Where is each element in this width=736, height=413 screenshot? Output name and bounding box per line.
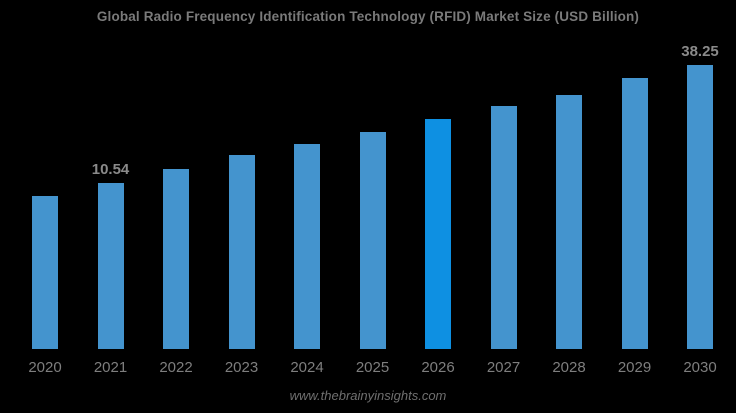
bar-column-2020: 2020: [28, 196, 62, 375]
x-tick-label-2020: 2020: [28, 359, 62, 376]
bar-2022: [163, 169, 189, 349]
bar-column-2023: 2023: [225, 155, 258, 375]
bar-2028: [556, 95, 582, 349]
x-tick-label-2023: 2023: [224, 359, 259, 376]
bar-2020: [32, 196, 58, 349]
bar-column-2021: 10.54 2021: [92, 161, 130, 375]
bar-column-2030: 38.25 2030: [681, 43, 719, 375]
x-tick-label-2027: 2027: [486, 359, 521, 376]
bar-column-2029: 2029: [618, 78, 651, 375]
bar-column-2027: 2027: [487, 106, 520, 375]
bar-column-2025: 2025: [356, 132, 389, 375]
x-tick-label-2022: 2022: [159, 359, 193, 376]
bar-column-2028: 2028: [552, 95, 586, 375]
bar-2029: [621, 78, 648, 349]
bar-2023: [228, 155, 255, 349]
x-tick-label-2030: 2030: [683, 359, 717, 376]
bar-2026: [425, 119, 451, 349]
bar-column-2024: 2024: [290, 144, 324, 375]
bar-2027: [490, 106, 517, 349]
bar-column-2022: 2022: [159, 169, 193, 375]
x-tick-label-2026: 2026: [421, 359, 455, 376]
bar-2021: [97, 183, 124, 349]
bars: 2020 10.54 2021 2022 2023 2024 2025 2026 2027 202…: [28, 43, 719, 375]
bar-column-2026: 2026: [421, 119, 455, 375]
chart-title: Global Radio Frequency Identification Te…: [96, 9, 640, 24]
x-tick-label-2028: 2028: [552, 359, 586, 376]
value-label-2021: 10.54: [91, 161, 130, 178]
x-tick-label-2021: 2021: [93, 359, 128, 376]
footer-url: www.thebrainyinsights.com: [289, 388, 447, 403]
value-label-2030: 38.25: [681, 43, 719, 60]
bar-2025: [359, 132, 386, 349]
x-tick-label-2025: 2025: [355, 359, 390, 376]
x-tick-label-2024: 2024: [290, 359, 324, 376]
x-tick-label-2029: 2029: [617, 359, 652, 376]
bar-2024: [294, 144, 320, 349]
bar-2030: [687, 65, 713, 349]
